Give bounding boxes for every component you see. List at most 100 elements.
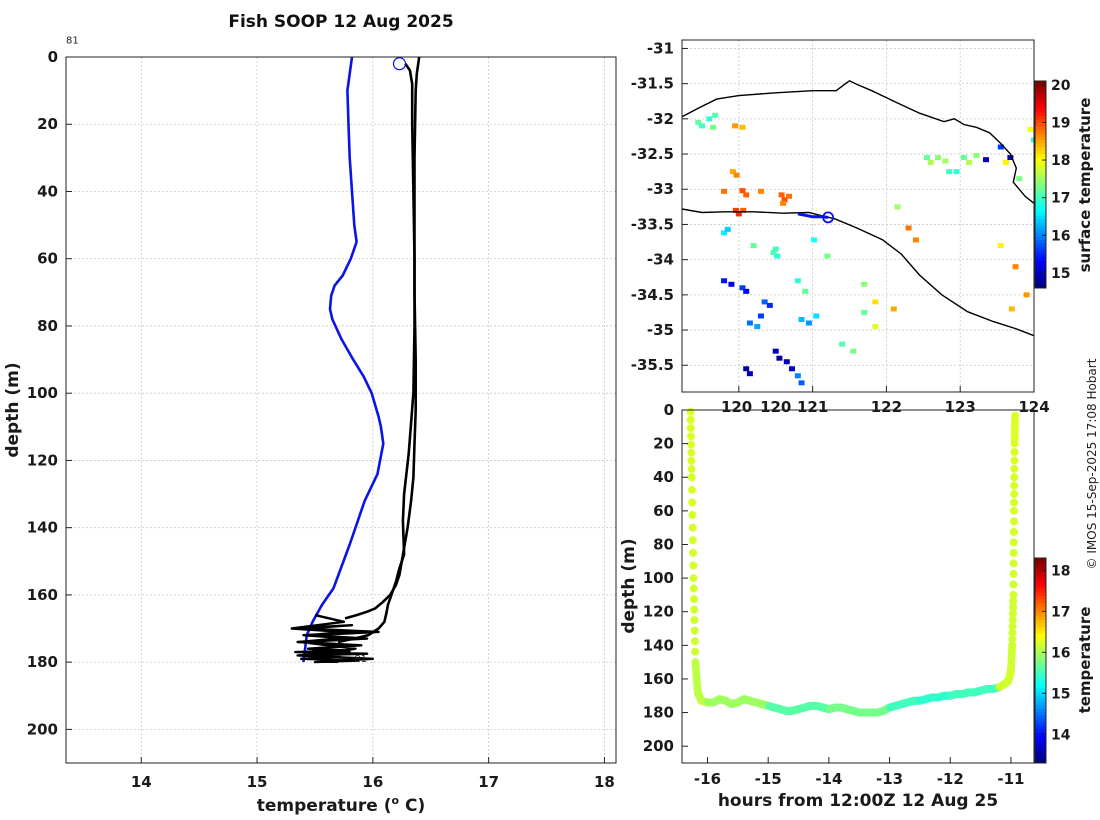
map-colorbar-band <box>1035 201 1046 206</box>
map-sst-cell <box>1016 176 1023 182</box>
section-sample <box>1009 548 1018 557</box>
map-y-tick-label: -34 <box>647 251 674 269</box>
map-colorbar-band <box>1035 194 1046 199</box>
map-colorbar-band <box>1035 181 1046 185</box>
section-y-tick-label: 120 <box>643 603 674 621</box>
section-colorbar-band <box>1035 558 1046 562</box>
map-colorbar-band <box>1035 222 1046 227</box>
section-sample <box>691 647 700 656</box>
section-colorbar-band <box>1035 694 1046 699</box>
map-sst-cell <box>912 237 919 243</box>
section-colorbar-band <box>1035 756 1046 761</box>
map-sst-cell <box>1027 126 1034 132</box>
section-y-label: depth (m) <box>619 538 639 633</box>
section-axes-frame <box>681 409 1035 764</box>
section-sample <box>687 473 696 482</box>
section-y-tick-label: 80 <box>653 535 674 553</box>
map-sst-cell <box>935 155 942 161</box>
map-colorbar: 15 16 17 18 19 20 <box>1034 78 1071 289</box>
section-colorbar-band <box>1035 561 1046 566</box>
map-axes-frame <box>681 39 1035 393</box>
map-sst-cell <box>1007 155 1014 161</box>
profile-annotation-label: 81 <box>66 36 79 47</box>
section-sample <box>1009 517 1018 526</box>
section-sample <box>1008 628 1017 637</box>
map-colorbar-band <box>1035 281 1046 286</box>
section-sample <box>1010 473 1019 482</box>
map-colorbar-band <box>1035 239 1046 244</box>
map-x-tick-label: 124 <box>1018 398 1049 416</box>
map-sst-cell <box>872 324 879 330</box>
map-colorbar-band <box>1035 91 1046 96</box>
section-colorbar-band <box>1035 674 1046 679</box>
section-data <box>686 407 1020 717</box>
section-sample <box>1009 580 1018 589</box>
section-sample <box>1008 609 1017 618</box>
section-colorbar-band <box>1035 578 1046 583</box>
section-colorbar-band <box>1035 568 1046 573</box>
map-x-tick-label: 123 <box>945 398 976 416</box>
section-colorbar-frame <box>1034 557 1047 764</box>
section-y-tick-label: 200 <box>643 737 674 755</box>
profile-start-marker <box>392 57 407 71</box>
section-sample <box>1009 603 1018 612</box>
section-colorbar-band <box>1035 677 1046 682</box>
section-sample <box>687 440 696 449</box>
map-x-tick-label: 121 <box>797 398 828 416</box>
profile-axes-frame <box>65 56 617 764</box>
map-colorbar-band <box>1035 215 1046 220</box>
map-sst-cell <box>721 230 728 236</box>
map-colorbar-band <box>1035 212 1046 217</box>
map-sst-cell <box>946 169 953 175</box>
map-sst-cell <box>1023 292 1030 298</box>
section-sample <box>1010 464 1019 473</box>
section-colorbar-band <box>1035 667 1046 672</box>
section-sample <box>1009 569 1018 578</box>
map-colorbar-band <box>1035 87 1046 92</box>
map-sst-cell <box>960 155 967 161</box>
map-y-tick-label: -33 <box>647 180 674 198</box>
map-sst-cell <box>778 192 785 198</box>
map-colorbar-band <box>1035 167 1046 172</box>
section-colorbar-band <box>1035 742 1046 747</box>
map-sst-cell <box>740 207 747 213</box>
map-sst-cell <box>1012 264 1019 270</box>
profile-annotation-label: 81 <box>354 654 367 665</box>
map-y-tick-label: -35.5 <box>631 356 674 374</box>
map-colorbar-band <box>1035 177 1046 182</box>
map-colorbar-band <box>1035 160 1046 165</box>
section-colorbar-band <box>1035 732 1046 737</box>
map-colorbar-band <box>1035 187 1046 192</box>
section-colorbar-band <box>1035 585 1046 590</box>
map-colorbar-tick-label: 17 <box>1051 191 1070 207</box>
map-sst-cell <box>811 237 818 243</box>
section-sample <box>1011 411 1020 420</box>
section-colorbar-band <box>1035 687 1046 692</box>
section-colorbar-band <box>1035 581 1046 586</box>
section-sample <box>687 456 696 465</box>
section-colorbar-band <box>1035 605 1046 610</box>
map-colorbar-band <box>1035 118 1046 123</box>
map-sst-cell <box>721 278 728 284</box>
map-colorbar-frame <box>1034 80 1047 289</box>
map-sst-cell <box>743 366 750 372</box>
section-y-tick-label: 160 <box>643 670 674 688</box>
map-y-tick-label: -31.5 <box>631 75 674 93</box>
profile-x-tick-label: 15 <box>247 773 268 791</box>
map-colorbar-band <box>1035 139 1046 144</box>
section-colorbar-band <box>1035 759 1046 764</box>
map-colorbar-band <box>1035 219 1046 223</box>
map-x-tick-label: 120 <box>721 398 752 416</box>
map-sst-cell <box>923 155 930 161</box>
section-colorbar-band <box>1035 739 1046 743</box>
section-colorbar-band <box>1035 616 1046 620</box>
map-data <box>681 79 1037 386</box>
section-colorbar-band <box>1035 612 1046 617</box>
profile-annotations: 81 81 <box>66 36 367 666</box>
map-y-tick-label: -33.5 <box>631 215 674 233</box>
section-colorbar-band <box>1035 629 1046 634</box>
map-grid <box>682 40 1035 392</box>
map-sst-cell <box>761 299 768 305</box>
profile-y-tick-label: 40 <box>37 182 58 200</box>
map-sst-cell <box>721 188 728 194</box>
